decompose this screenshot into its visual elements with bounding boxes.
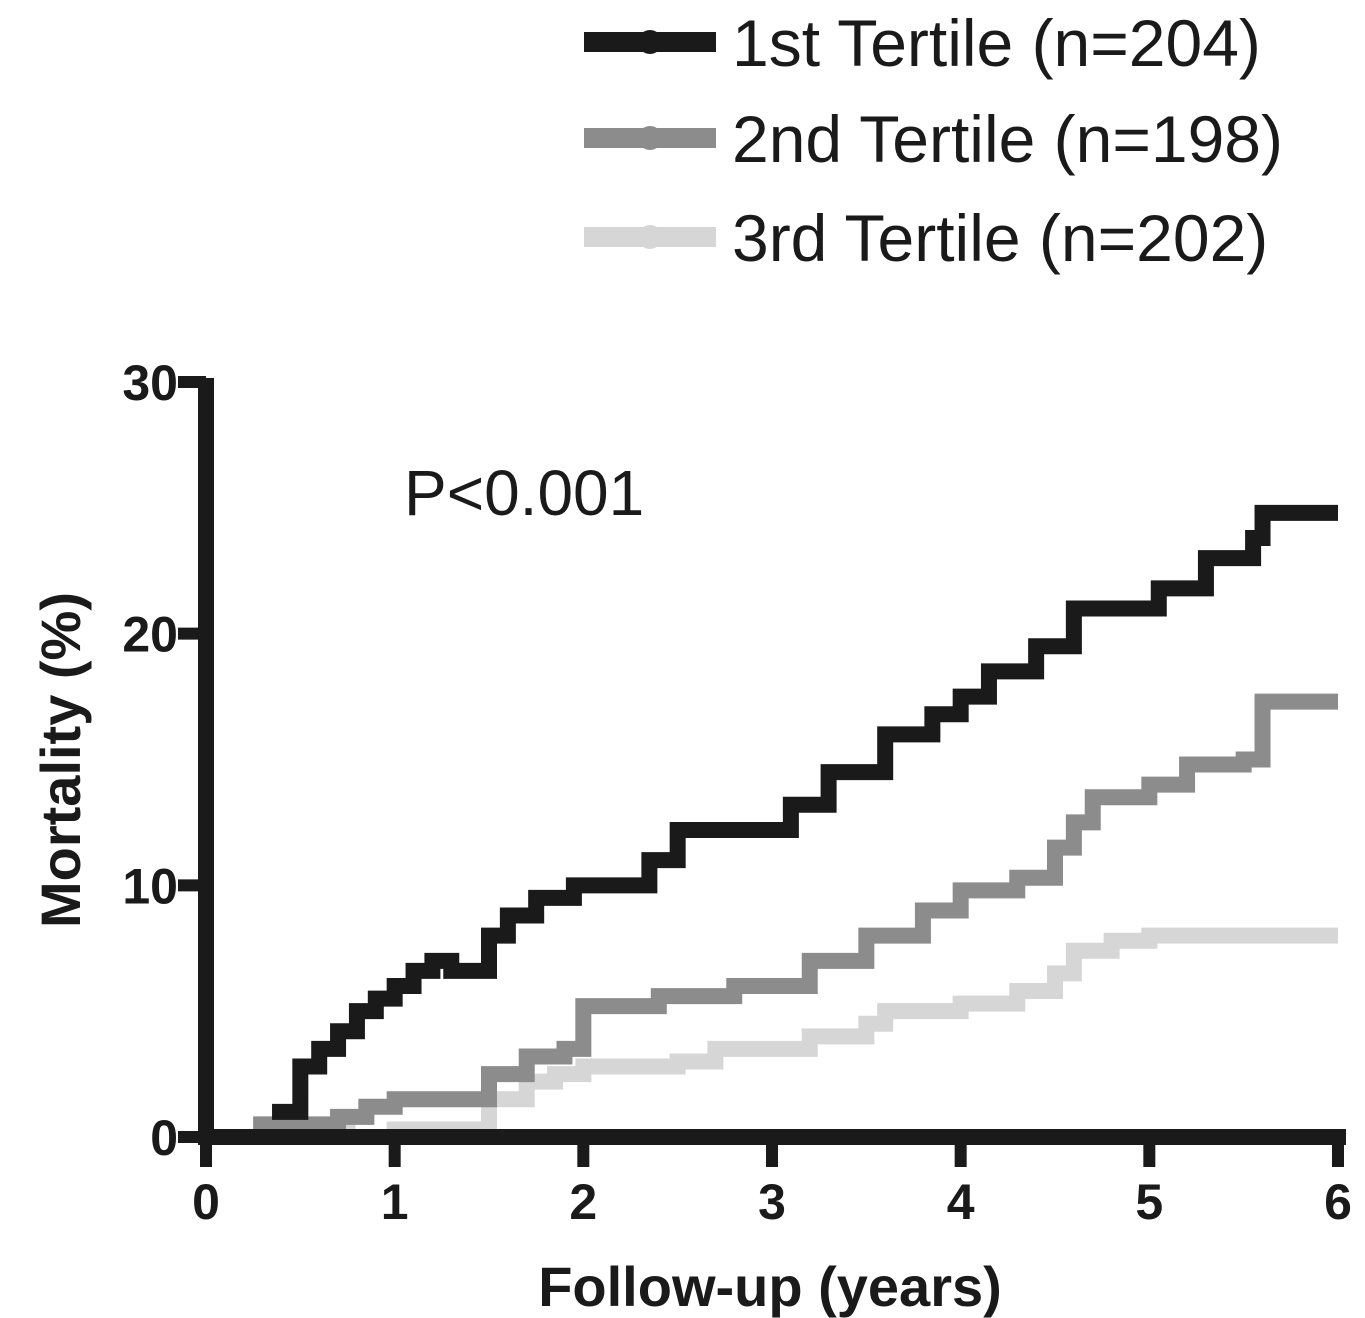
legend-item-2: 2nd Tertile (n=198) — [584, 102, 1283, 176]
series-line-1 — [272, 504, 1338, 1120]
y-tick-label: 10 — [122, 858, 178, 914]
legend: 1st Tertile (n=204) 2nd Tertile (n=198) 3r… — [584, 6, 1283, 275]
legend-label: 3rd Tertile (n=202) — [732, 201, 1268, 275]
x-tick-label: 6 — [1324, 1174, 1352, 1230]
x-tick-label: 4 — [947, 1174, 975, 1230]
x-tick-label: 0 — [192, 1174, 220, 1230]
y-tick-label: 30 — [122, 355, 178, 411]
legend-label: 1st Tertile (n=204) — [732, 6, 1261, 80]
p-value-annotation: P<0.001 — [404, 457, 644, 529]
y-axis-title: Mortality (%) — [29, 592, 92, 928]
x-tick-label: 5 — [1135, 1174, 1163, 1230]
x-axis-title: Follow-up (years) — [538, 1255, 1002, 1318]
x-tick-label: 3 — [758, 1174, 786, 1230]
x-tick-label: 1 — [381, 1174, 409, 1230]
legend-item-1: 1st Tertile (n=204) — [584, 6, 1261, 80]
legend-marker — [638, 30, 662, 54]
axes: 0 1 2 3 4 5 6 0 10 20 30 — [122, 355, 1352, 1230]
legend-marker — [638, 225, 662, 249]
x-tick-label: 2 — [569, 1174, 597, 1230]
plot-lines — [253, 504, 1338, 1145]
legend-marker — [638, 126, 662, 150]
y-tick-label: 0 — [150, 1110, 178, 1166]
legend-label: 2nd Tertile (n=198) — [732, 102, 1283, 176]
series-line-2 — [253, 693, 1338, 1133]
legend-item-3: 3rd Tertile (n=202) — [584, 201, 1268, 275]
y-tick-label: 20 — [122, 607, 178, 663]
